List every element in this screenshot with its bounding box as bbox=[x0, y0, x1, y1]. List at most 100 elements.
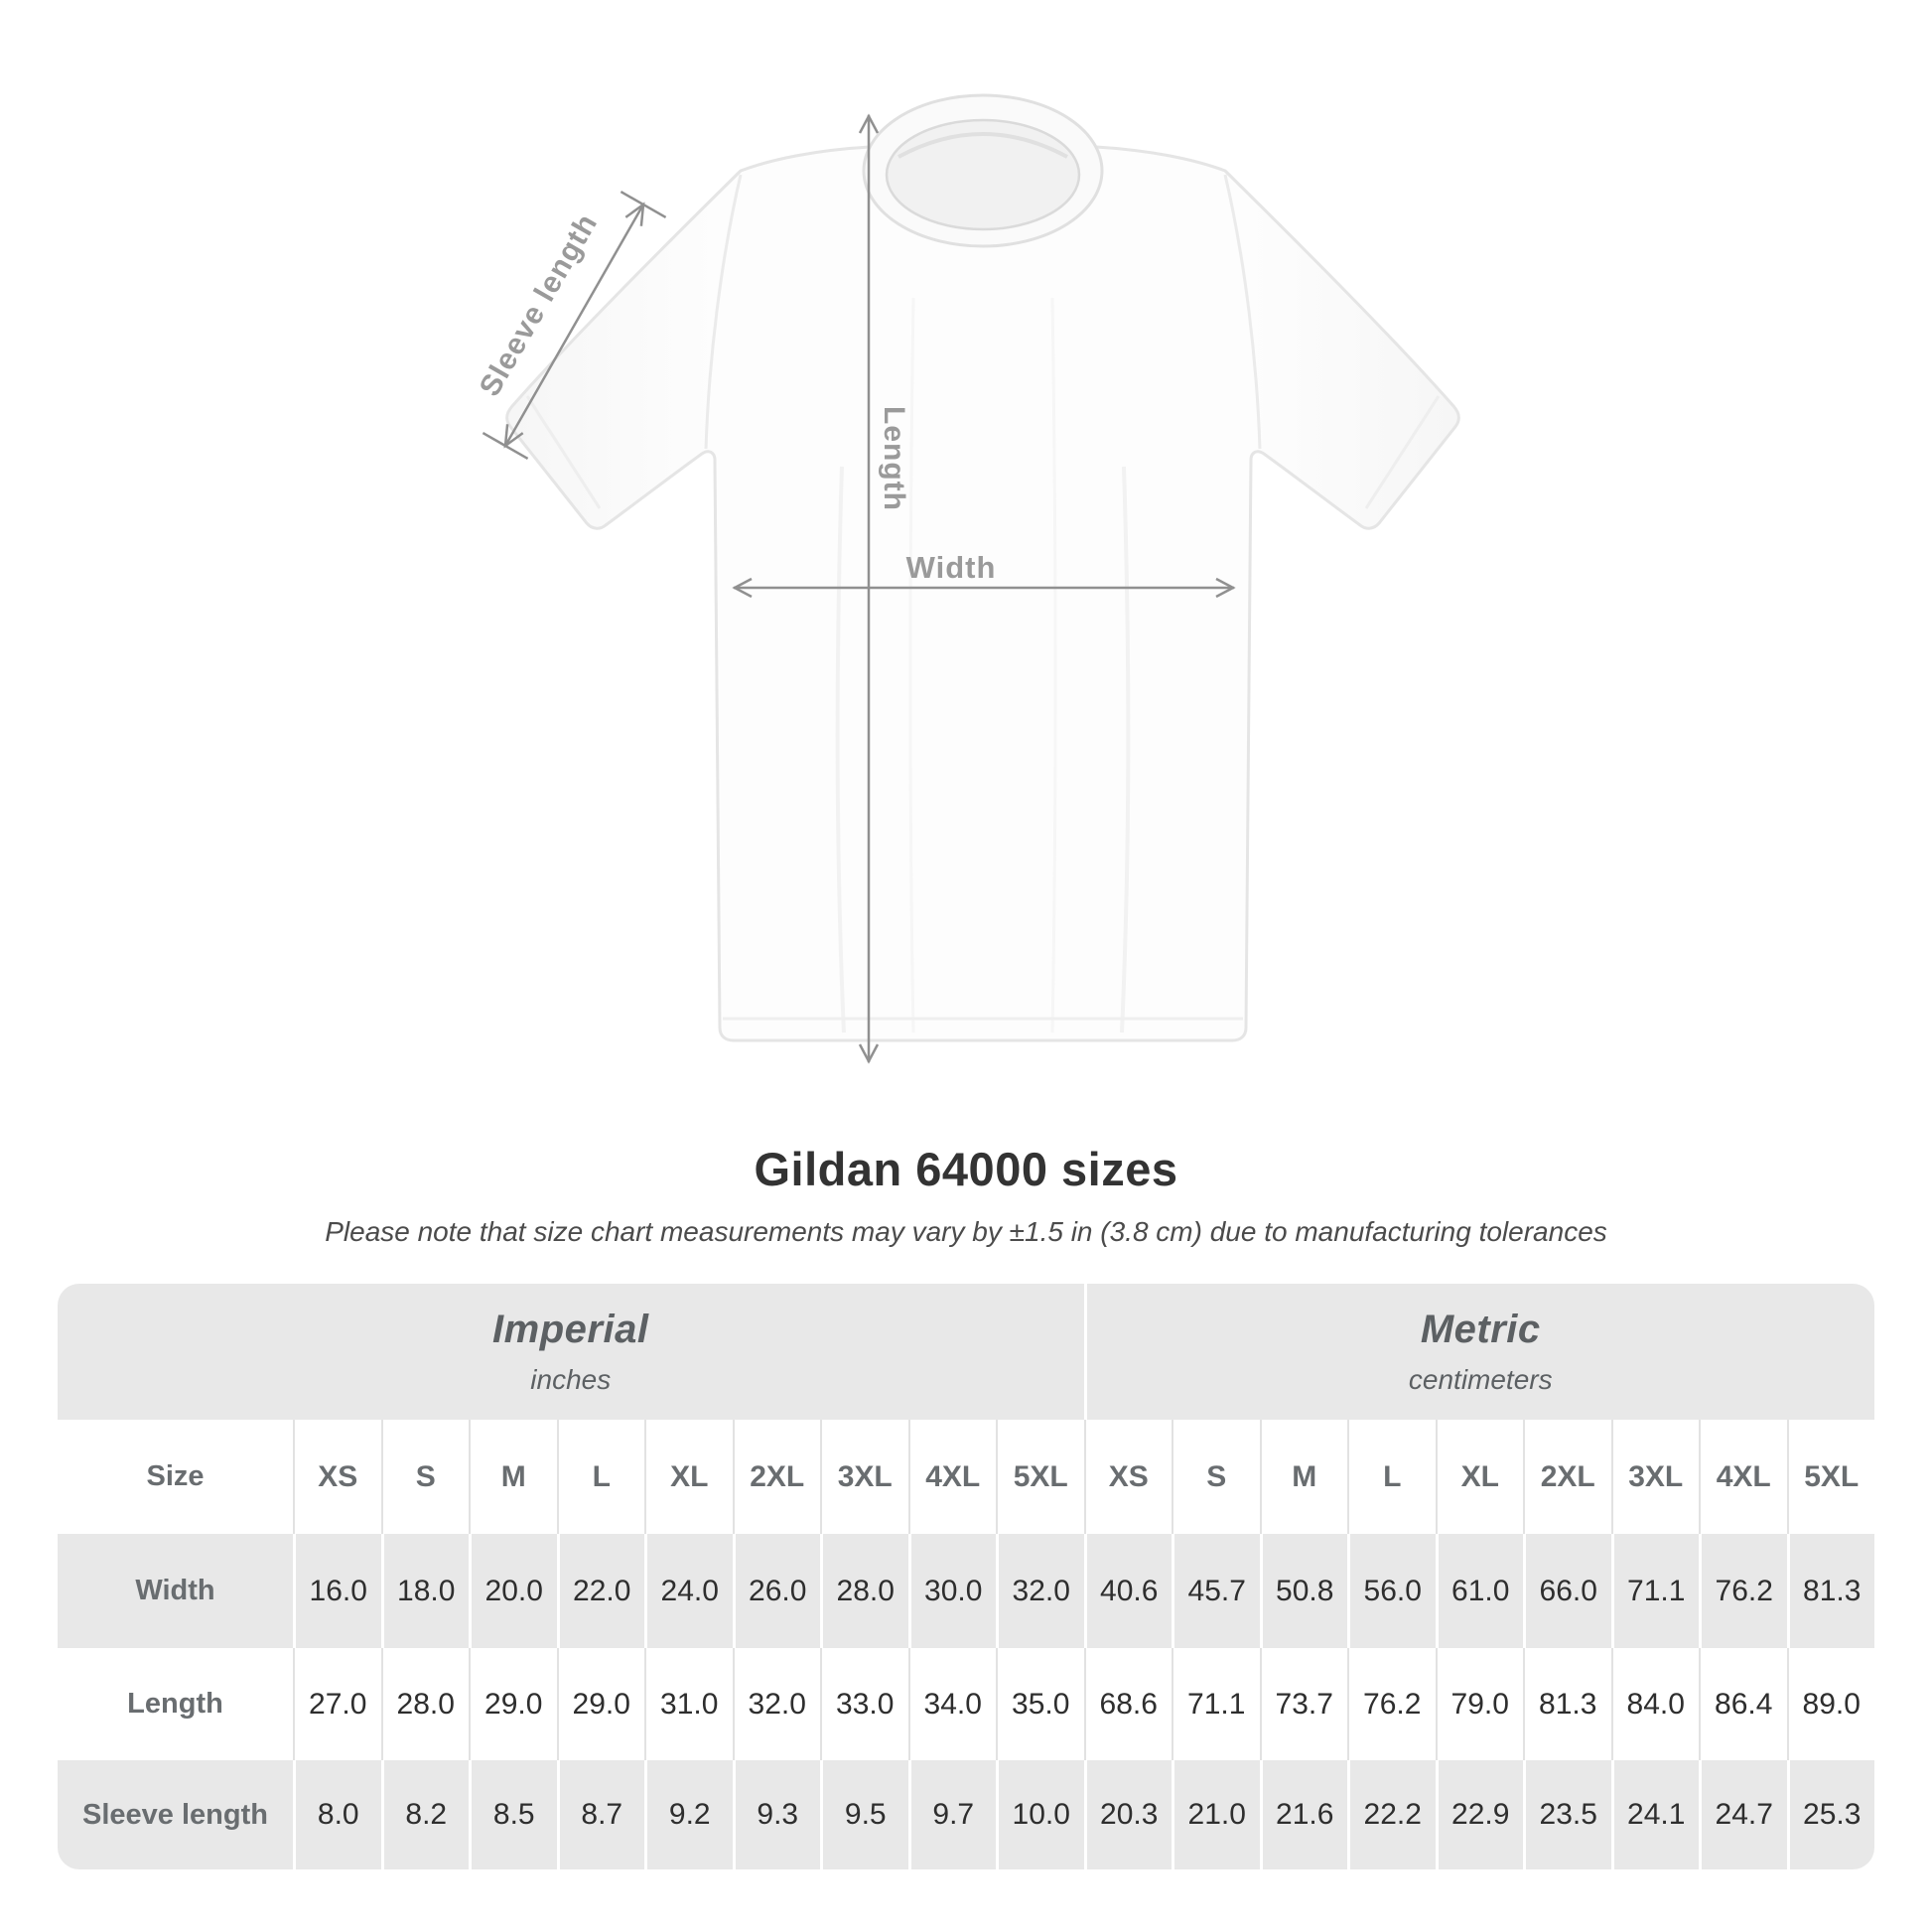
metric-unit: centimeters bbox=[1408, 1364, 1553, 1395]
value-cell: 84.0 bbox=[1610, 1648, 1699, 1760]
row-header-sleeve-length: Sleeve length bbox=[58, 1760, 293, 1869]
value-cell: 22.0 bbox=[556, 1534, 644, 1648]
value-cell: 24.0 bbox=[644, 1534, 733, 1648]
value-cell: 71.1 bbox=[1172, 1648, 1260, 1760]
value-cell: 76.2 bbox=[1347, 1648, 1436, 1760]
fabric-folds bbox=[835, 297, 1131, 1034]
seams bbox=[525, 174, 1441, 1021]
width-label: Width bbox=[906, 550, 997, 585]
page-title: Gildan 64000 sizes bbox=[754, 1143, 1178, 1195]
size-cell: S bbox=[1172, 1420, 1260, 1534]
value-cell: 21.0 bbox=[1172, 1760, 1260, 1869]
value-cell: 35.0 bbox=[996, 1648, 1084, 1760]
value-cell: 8.0 bbox=[293, 1760, 381, 1869]
size-cell: 3XL bbox=[820, 1420, 908, 1534]
size-cell: S bbox=[380, 1420, 469, 1534]
value-cell: 9.3 bbox=[732, 1760, 820, 1869]
value-cell: 8.7 bbox=[556, 1760, 644, 1869]
value-cell: 81.3 bbox=[1523, 1648, 1611, 1760]
size-column-header: Size bbox=[58, 1420, 293, 1534]
value-cell: 30.0 bbox=[907, 1534, 996, 1648]
size-cell: L bbox=[556, 1420, 644, 1534]
value-cell: 16.0 bbox=[293, 1534, 381, 1648]
value-cell: 61.0 bbox=[1435, 1534, 1523, 1648]
value-cell: 24.1 bbox=[1610, 1760, 1699, 1869]
value-cell: 68.6 bbox=[1083, 1648, 1172, 1760]
value-cell: 8.5 bbox=[469, 1760, 557, 1869]
imperial-unit: inches bbox=[530, 1364, 612, 1395]
row-header-width: Width bbox=[58, 1534, 293, 1648]
sleeve-length-row: Sleeve length 8.0 8.2 8.5 8.7 9.2 9.3 9.… bbox=[58, 1760, 1874, 1869]
metric-title: Metric bbox=[1420, 1308, 1541, 1351]
value-cell: 79.0 bbox=[1435, 1648, 1523, 1760]
value-cell: 8.2 bbox=[380, 1760, 469, 1869]
size-cell: XL bbox=[1435, 1420, 1523, 1534]
value-cell: 33.0 bbox=[820, 1648, 908, 1760]
tshirt-body bbox=[505, 141, 1460, 1042]
title-block: Gildan 64000 sizes Please note that size… bbox=[0, 1142, 1932, 1248]
width-dimension-line bbox=[732, 577, 1236, 599]
value-cell: 22.9 bbox=[1435, 1760, 1523, 1869]
value-cell: 40.6 bbox=[1083, 1534, 1172, 1648]
size-cell: M bbox=[1259, 1420, 1347, 1534]
value-cell: 21.6 bbox=[1259, 1760, 1347, 1869]
value-cell: 28.0 bbox=[380, 1648, 469, 1760]
size-cell: 2XL bbox=[1523, 1420, 1611, 1534]
value-cell: 71.1 bbox=[1610, 1534, 1699, 1648]
measurement-annotations bbox=[482, 113, 1236, 1064]
size-chart-table-container: Imperial inches Metric centimeters Size … bbox=[58, 1284, 1874, 1869]
value-cell: 28.0 bbox=[820, 1534, 908, 1648]
value-cell: 27.0 bbox=[293, 1648, 381, 1760]
value-cell: 20.0 bbox=[469, 1534, 557, 1648]
size-cell: 5XL bbox=[1786, 1420, 1874, 1534]
size-chart-table: Imperial inches Metric centimeters Size … bbox=[58, 1284, 1874, 1869]
sleeve-dimension-line bbox=[482, 191, 667, 460]
imperial-header-cell: Imperial inches bbox=[58, 1284, 1084, 1420]
value-cell: 89.0 bbox=[1786, 1648, 1874, 1760]
value-cell: 25.3 bbox=[1786, 1760, 1874, 1869]
value-cell: 66.0 bbox=[1523, 1534, 1611, 1648]
size-header-row: Size XS S M L XL 2XL 3XL 4XL 5XL XS S M … bbox=[58, 1420, 1874, 1534]
metric-header-cell: Metric centimeters bbox=[1083, 1284, 1874, 1420]
size-cell: XL bbox=[644, 1420, 733, 1534]
unit-header-row: Imperial inches Metric centimeters bbox=[58, 1284, 1874, 1420]
size-cell: 5XL bbox=[996, 1420, 1084, 1534]
size-cell: M bbox=[469, 1420, 557, 1534]
value-cell: 81.3 bbox=[1786, 1534, 1874, 1648]
length-row: Length 27.0 28.0 29.0 29.0 31.0 32.0 33.… bbox=[58, 1648, 1874, 1760]
value-cell: 32.0 bbox=[996, 1534, 1084, 1648]
size-cell: 4XL bbox=[907, 1420, 996, 1534]
value-cell: 29.0 bbox=[469, 1648, 557, 1760]
value-cell: 10.0 bbox=[996, 1760, 1084, 1869]
value-cell: 31.0 bbox=[644, 1648, 733, 1760]
size-cell: XS bbox=[1083, 1420, 1172, 1534]
width-row: Width 16.0 18.0 20.0 22.0 24.0 26.0 28.0… bbox=[58, 1534, 1874, 1648]
value-cell: 9.2 bbox=[644, 1760, 733, 1869]
page-subtitle: Please note that size chart measurements… bbox=[325, 1216, 1607, 1247]
imperial-title: Imperial bbox=[492, 1308, 649, 1351]
value-cell: 32.0 bbox=[732, 1648, 820, 1760]
value-cell: 9.5 bbox=[820, 1760, 908, 1869]
size-cell: 2XL bbox=[732, 1420, 820, 1534]
value-cell: 9.7 bbox=[907, 1760, 996, 1869]
tshirt-measurement-diagram: Sleeve length Length Width bbox=[474, 93, 1460, 1064]
length-label: Length bbox=[878, 406, 910, 511]
value-cell: 45.7 bbox=[1172, 1534, 1260, 1648]
value-cell: 26.0 bbox=[732, 1534, 820, 1648]
collar bbox=[862, 93, 1104, 248]
value-cell: 50.8 bbox=[1259, 1534, 1347, 1648]
size-cell: 3XL bbox=[1610, 1420, 1699, 1534]
value-cell: 24.7 bbox=[1699, 1760, 1787, 1869]
value-cell: 20.3 bbox=[1083, 1760, 1172, 1869]
value-cell: 23.5 bbox=[1523, 1760, 1611, 1869]
size-cell: L bbox=[1347, 1420, 1436, 1534]
row-header-length: Length bbox=[58, 1648, 293, 1760]
value-cell: 18.0 bbox=[380, 1534, 469, 1648]
value-cell: 34.0 bbox=[907, 1648, 996, 1760]
size-cell: XS bbox=[293, 1420, 381, 1534]
value-cell: 22.2 bbox=[1347, 1760, 1436, 1869]
value-cell: 86.4 bbox=[1699, 1648, 1787, 1760]
size-cell: 4XL bbox=[1699, 1420, 1787, 1534]
value-cell: 73.7 bbox=[1259, 1648, 1347, 1760]
